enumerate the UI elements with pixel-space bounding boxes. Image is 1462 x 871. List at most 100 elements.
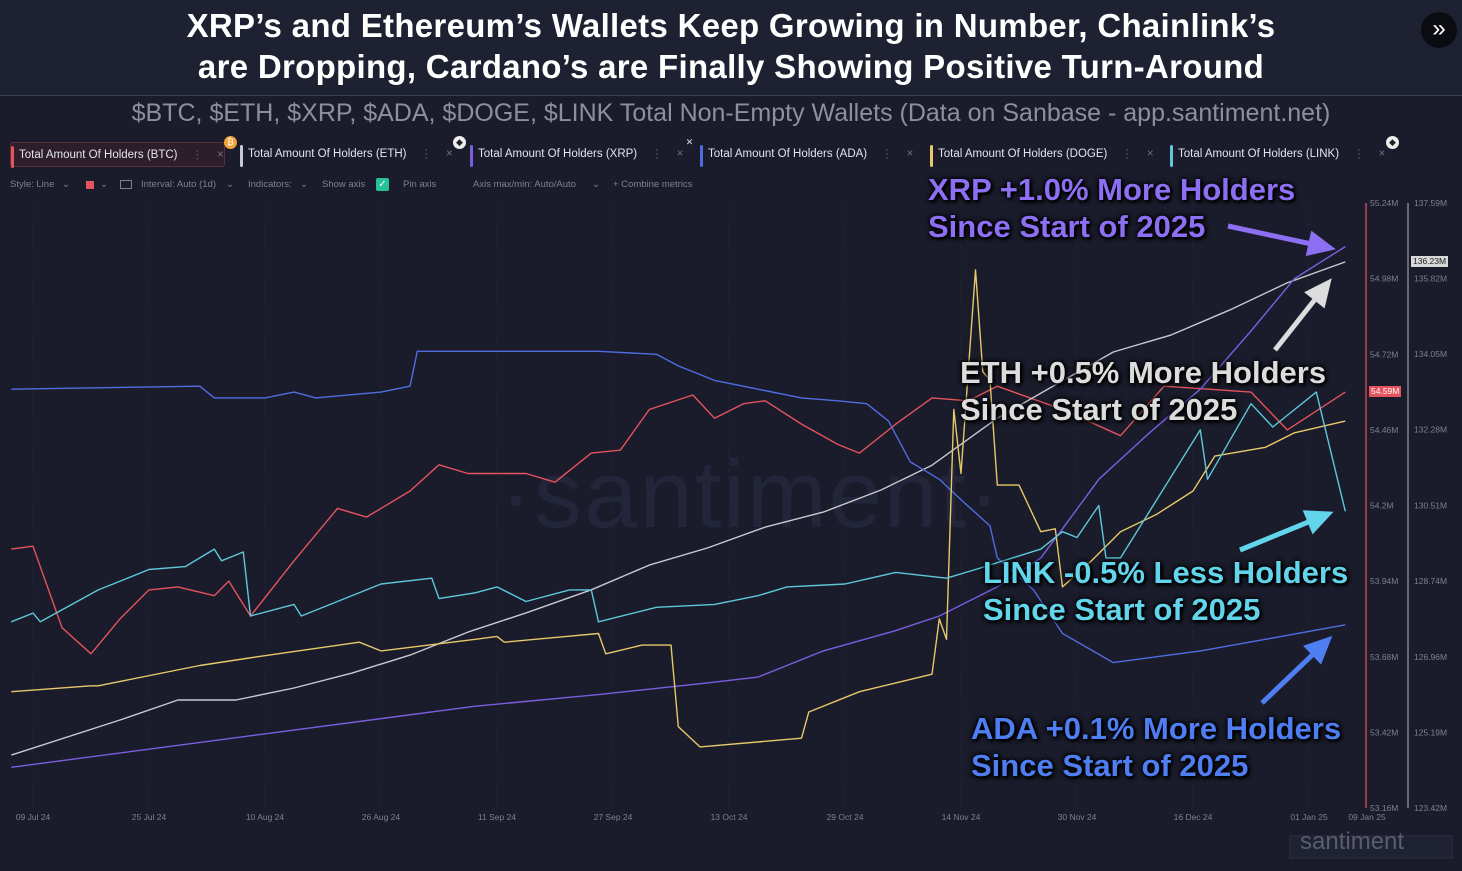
tab-label: Total Amount Of Holders (ETH) bbox=[248, 148, 407, 160]
x-tick-label: 09 Jul 24 bbox=[16, 812, 51, 822]
x-tick-label: 30 Nov 24 bbox=[1058, 812, 1097, 822]
right-y-tick-label: 137.59M bbox=[1414, 198, 1447, 208]
x-tick-label: 01 Jan 25 bbox=[1290, 812, 1328, 822]
left-y-tick-label: 55.24M bbox=[1370, 198, 1398, 208]
tab-ada[interactable]: Total Amount Of Holders (ADA) ⋮ × bbox=[700, 142, 913, 167]
tab-label: Total Amount Of Holders (XRP) bbox=[478, 148, 638, 160]
left-y-tick-label: 53.68M bbox=[1370, 652, 1398, 662]
chevron-down-icon: ⌄ bbox=[100, 179, 108, 190]
eth-annotation: ETH +0.5% More Holders Since Start of 202… bbox=[960, 354, 1326, 428]
ada-arrow-icon-head bbox=[1303, 635, 1333, 665]
series-line-ada bbox=[11, 350, 1346, 664]
tab-eth[interactable]: Total Amount Of Holders (ETH) ⋮ × bbox=[240, 142, 453, 167]
show-axis-checkbox[interactable]: ✓ bbox=[376, 178, 389, 191]
series-line-xrp bbox=[11, 246, 1346, 768]
tab-menu-icon[interactable]: ⋮ bbox=[420, 148, 433, 160]
chevron-down-icon: ⌄ bbox=[62, 179, 70, 190]
tab-doge[interactable]: Total Amount Of Holders (DOGE) ⋮ × bbox=[930, 142, 1154, 167]
series-line-doge bbox=[11, 269, 1346, 748]
left-y-tick-label: 53.94M bbox=[1370, 576, 1398, 586]
close-icon[interactable]: × bbox=[217, 149, 224, 161]
link-annotation: LINK -0.5% Less Holders Since Start of 20… bbox=[983, 554, 1348, 628]
interval-dropdown[interactable]: Interval: Auto (1d) bbox=[141, 179, 216, 190]
x-tick-label: 16 Dec 24 bbox=[1174, 812, 1213, 822]
chart-title-line1: XRP’s and Ethereum’s Wallets Keep Growin… bbox=[186, 7, 1276, 44]
axis-minmax-dropdown[interactable]: Axis max/min: Auto/Auto bbox=[473, 179, 576, 190]
eth-annotation-line2: Since Start of 2025 bbox=[960, 392, 1238, 427]
tab-menu-icon[interactable]: ⋮ bbox=[1121, 148, 1133, 160]
xrp-icon: ✕ bbox=[685, 137, 694, 147]
tab-btc[interactable]: Total Amount Of Holders (BTC) ⋮ × bbox=[10, 142, 225, 168]
eth-current-value-badge: 136.23M bbox=[1411, 256, 1449, 267]
eth-annotation-line1: ETH +0.5% More Holders bbox=[960, 355, 1327, 390]
series-line-link bbox=[11, 391, 1346, 623]
series-color-bar bbox=[240, 145, 243, 167]
x-tick-label: 26 Aug 24 bbox=[362, 812, 401, 822]
combine-metrics-button[interactable]: + Combine metrics bbox=[613, 179, 693, 190]
left-y-tick-label: 54.98M bbox=[1370, 274, 1398, 284]
ethereum-icon: ◆ bbox=[453, 136, 466, 149]
left-y-tick-label: 53.42M bbox=[1370, 727, 1398, 737]
x-tick-label: 14 Nov 24 bbox=[942, 812, 981, 822]
close-icon[interactable]: × bbox=[1378, 148, 1386, 160]
close-icon[interactable]: × bbox=[676, 148, 684, 160]
right-y-tick-label: 134.05M bbox=[1414, 349, 1447, 359]
btc-current-value-badge: 54.59M bbox=[1369, 386, 1402, 397]
right-y-tick-label: 135.82M bbox=[1414, 274, 1447, 284]
x-tick-label: 25 Jul 24 bbox=[132, 812, 167, 822]
header: XRP’s and Ethereum’s Wallets Keep Growin… bbox=[0, 0, 1462, 96]
chart-subtitle: $BTC, $ETH, $XRP, $ADA, $DOGE, $LINK Tot… bbox=[131, 99, 1331, 127]
ada-annotation: ADA +0.1% More Holders Since Start of 202… bbox=[971, 710, 1341, 784]
series-line-eth bbox=[11, 261, 1346, 756]
santiment-logo: santiment bbox=[1300, 828, 1405, 855]
x-tick-label: 29 Oct 24 bbox=[827, 812, 864, 822]
x-tick-label: 10 Aug 24 bbox=[246, 812, 285, 822]
chevron-down-icon: ⌄ bbox=[300, 179, 308, 190]
series-line-btc bbox=[11, 385, 1346, 655]
x-tick-label: 09 Jan 25 bbox=[1348, 812, 1386, 822]
series-color-bar bbox=[1170, 145, 1173, 167]
right-y-tick-label: 123.42M bbox=[1414, 803, 1447, 813]
tab-xrp[interactable]: Total Amount Of Holders (XRP) ⋮ × bbox=[470, 142, 683, 167]
indicators-dropdown[interactable]: Indicators: bbox=[248, 179, 292, 190]
series-color-bar bbox=[700, 145, 703, 167]
tab-menu-icon[interactable]: ⋮ bbox=[651, 148, 663, 160]
link-arrow-icon-head bbox=[1302, 510, 1334, 535]
style-dropdown[interactable]: Style: Line bbox=[10, 179, 55, 190]
xrp-annotation: XRP +1.0% More Holders Since Start of 202… bbox=[928, 171, 1295, 245]
left-y-tick-label: 54.46M bbox=[1370, 425, 1398, 435]
series-color-bar bbox=[930, 145, 933, 167]
close-icon[interactable]: × bbox=[906, 148, 914, 160]
tab-menu-icon[interactable]: ⋮ bbox=[881, 148, 893, 160]
ada-annotation-line1: ADA +0.1% More Holders bbox=[971, 711, 1342, 746]
link-annotation-line1: LINK -0.5% Less Holders bbox=[983, 555, 1349, 590]
close-icon[interactable]: × bbox=[1146, 148, 1154, 160]
double-chevron-right-icon[interactable]: » bbox=[1421, 12, 1457, 48]
tab-menu-icon[interactable]: ⋮ bbox=[191, 149, 204, 161]
tab-label: Total Amount Of Holders (BTC) bbox=[19, 149, 178, 161]
link-annotation-line2: Since Start of 2025 bbox=[983, 592, 1261, 627]
ethereum-icon: ◆ bbox=[1386, 136, 1399, 149]
x-tick-label: 11 Sep 24 bbox=[478, 812, 516, 822]
pin-axis-toggle[interactable]: Pin axis bbox=[403, 179, 437, 190]
chevron-down-icon: ⌄ bbox=[592, 179, 600, 190]
tab-menu-icon[interactable]: ⋮ bbox=[1353, 148, 1365, 160]
x-tick-label: 27 Sep 24 bbox=[594, 812, 633, 822]
series-color-bar bbox=[11, 146, 14, 168]
right-y-tick-label: 130.51M bbox=[1414, 500, 1447, 510]
tab-link[interactable]: Total Amount Of Holders (LINK) ⋮ × bbox=[1170, 142, 1385, 167]
left-y-tick-label: 54.72M bbox=[1370, 349, 1398, 359]
show-axis-label: Show axis bbox=[322, 179, 366, 190]
ada-annotation-line2: Since Start of 2025 bbox=[971, 748, 1249, 783]
chevron-down-icon: ⌄ bbox=[226, 179, 234, 190]
color-swatch[interactable] bbox=[86, 181, 94, 189]
close-icon[interactable]: × bbox=[446, 148, 453, 160]
xrp-arrow-icon-head bbox=[1305, 230, 1336, 257]
right-y-tick-label: 125.19M bbox=[1414, 727, 1447, 737]
xrp-annotation-line1: XRP +1.0% More Holders bbox=[928, 172, 1296, 207]
tab-label: Total Amount Of Holders (ADA) bbox=[708, 148, 868, 160]
bitcoin-icon: ₿ bbox=[224, 136, 237, 149]
series-color-bar bbox=[470, 145, 473, 167]
tab-label: Total Amount Of Holders (LINK) bbox=[1178, 148, 1340, 160]
